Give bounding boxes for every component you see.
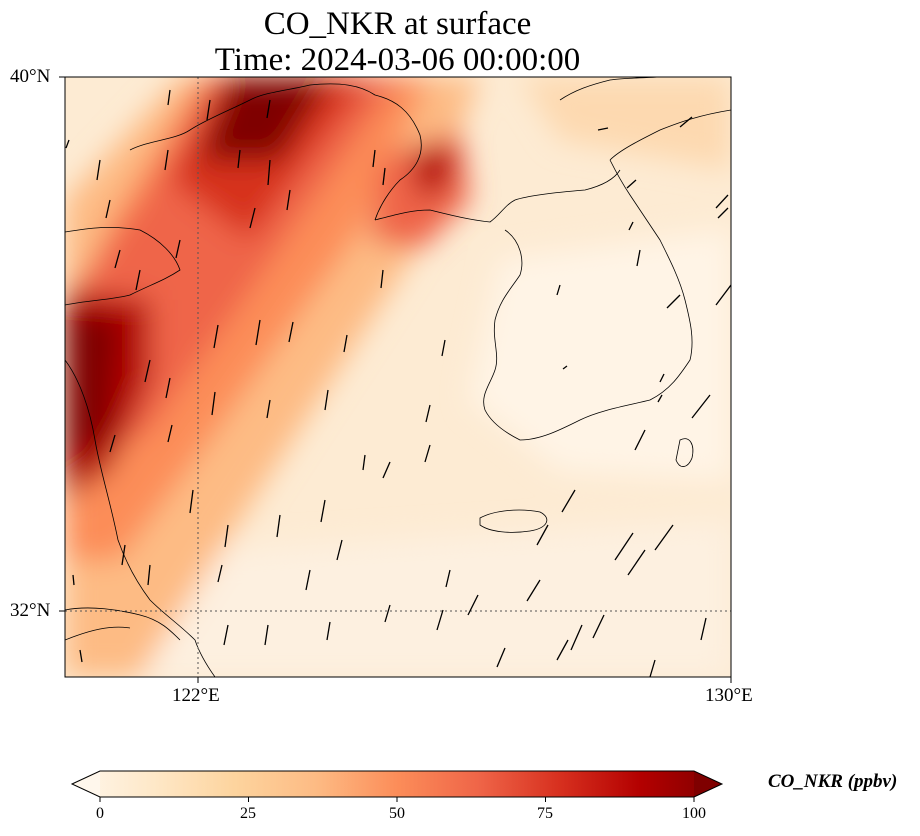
- colorbar: [70, 770, 724, 802]
- colorbar-tick-0: 0: [96, 805, 104, 822]
- lat-tick-40: 40°N: [10, 66, 51, 87]
- gridlines: [65, 77, 731, 677]
- colorbar-tick-25: 25: [240, 805, 256, 822]
- colorbar-tick-50: 50: [389, 805, 405, 822]
- coastlines: [65, 77, 731, 677]
- map-title: CO_NKR at surface: [263, 6, 532, 42]
- map-subtitle-time: Time: 2024-03-06 00:00:00: [214, 42, 581, 78]
- lon-tick-130: 130°E: [705, 685, 753, 706]
- concentration-field: [65, 77, 731, 677]
- map-frame: [64, 76, 732, 678]
- axis-ticks: [59, 76, 732, 683]
- lon-tick-122: 122°E: [172, 685, 220, 706]
- colorbar-tick-100: 100: [682, 805, 706, 822]
- colorbar-tick-75: 75: [537, 805, 553, 822]
- wind-vectors: [65, 89, 731, 677]
- colorbar-label: CO_NKR (ppbv): [768, 771, 898, 792]
- lat-tick-32: 32°N: [10, 600, 51, 621]
